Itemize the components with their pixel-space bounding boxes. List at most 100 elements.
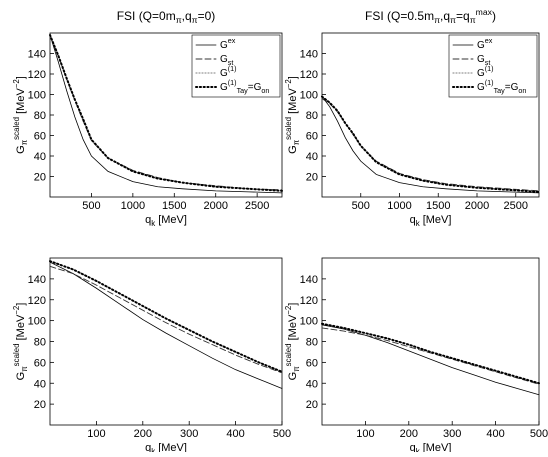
x-axis-label-part: k — [151, 219, 155, 228]
y-tick-label: 120 — [300, 295, 318, 307]
x-axis-label: qk [MeV] — [145, 214, 187, 228]
x-tick-label: 300 — [443, 428, 461, 440]
series-line — [321, 327, 540, 385]
legend-label: Gst — [220, 54, 233, 67]
legend-label-part: on — [518, 86, 526, 95]
y-axis-label-part: −2 — [284, 306, 293, 315]
x-axis-label-part: k — [416, 219, 420, 228]
y-axis-label-part: scaled — [284, 343, 293, 366]
y-tick-label: 80 — [306, 110, 318, 122]
legend-label-part: (1) — [485, 64, 494, 73]
x-axis-label: qk [MeV] — [145, 442, 187, 452]
y-axis-label-part: π — [292, 139, 301, 145]
chart-title-part: π — [176, 15, 182, 25]
chart-title-part: π — [450, 15, 456, 25]
x-tick-label: 200 — [134, 428, 152, 440]
x-axis-label: qk [MeV] — [410, 214, 452, 228]
legend-label-part: Tay — [237, 86, 249, 95]
legend-label: G(1)Tay=Gon — [477, 78, 526, 95]
x-tick-label: 2000 — [465, 200, 489, 212]
series-line — [321, 95, 540, 193]
y-axis-label-part: ] — [287, 303, 299, 306]
legend-label-part: st — [485, 58, 491, 67]
legend-label-part: G — [477, 82, 485, 93]
legend-label: Gst — [477, 54, 490, 67]
x-tick-label: 400 — [486, 428, 504, 440]
legend-label-part: G — [220, 82, 228, 93]
y-axis-label: Gπscaled [MeV−2] — [284, 76, 301, 154]
x-tick-label: 2500 — [504, 200, 528, 212]
y-tick-label: 60 — [306, 131, 318, 143]
x-tick-label: 1000 — [121, 200, 145, 212]
x-tick-label: 1000 — [387, 200, 411, 212]
plot-area — [49, 257, 283, 426]
y-tick-label: 80 — [306, 337, 318, 349]
x-tick-label: 100 — [87, 428, 105, 440]
legend-label: G(1) — [477, 64, 494, 79]
y-axis-label-part: [MeV — [15, 314, 27, 343]
chart-title-part: FSI (Q=0m — [117, 9, 176, 23]
legend-label-part: ex — [485, 36, 493, 45]
y-tick-label: 140 — [300, 49, 318, 61]
x-tick-label: 500 — [530, 428, 548, 440]
y-tick-label: 20 — [306, 172, 318, 184]
x-axis-label-part: [MeV] — [155, 214, 187, 226]
y-tick-label: 120 — [28, 69, 46, 81]
legend-label-part: G — [477, 68, 485, 79]
legend-label-part: (1) — [228, 64, 237, 73]
legend-label-part: G — [477, 54, 485, 65]
chart-title-part: max — [476, 7, 493, 17]
y-axis-label-part: π — [20, 139, 29, 145]
legend-label-part: ex — [228, 36, 236, 45]
y-axis-label: Gπscaled [MeV−2] — [12, 303, 29, 381]
series-line — [49, 34, 283, 192]
x-tick-label: 500 — [82, 200, 100, 212]
y-axis-label-part: ] — [15, 76, 27, 79]
legend-label-part: (1) — [228, 78, 237, 87]
chart-title: FSI (Q=0.5mπ,qπ=qπmax) — [365, 7, 496, 25]
chart-title-part: ) — [492, 9, 496, 23]
y-axis-label-part: [MeV — [287, 88, 299, 117]
y-tick-label: 120 — [28, 295, 46, 307]
x-tick-label: 200 — [400, 428, 418, 440]
y-tick-label: 20 — [34, 399, 46, 411]
chart-title-part: ,q — [440, 9, 450, 23]
x-tick-label: 1500 — [162, 200, 186, 212]
legend-label-part: on — [261, 86, 269, 95]
x-tick-label: 500 — [352, 200, 370, 212]
y-tick-label: 60 — [34, 357, 46, 369]
legend-label-part: (1) — [485, 78, 494, 87]
y-axis-label-part: G — [287, 372, 299, 381]
y-axis-label-part: scaled — [12, 117, 21, 140]
chart-title-part: π — [470, 15, 476, 25]
y-axis-label-part: −2 — [12, 79, 21, 88]
y-tick-label: 120 — [300, 69, 318, 81]
x-tick-label: 300 — [180, 428, 198, 440]
series-line — [49, 260, 283, 373]
y-axis-label-part: [MeV — [287, 314, 299, 343]
y-axis-label-part: [MeV — [15, 88, 27, 117]
x-tick-label: 2000 — [203, 200, 227, 212]
y-tick-label: 60 — [306, 357, 318, 369]
legend-label: Gex — [477, 36, 493, 51]
y-tick-label: 40 — [306, 378, 318, 390]
y-axis-label: Gπscaled [MeV−2] — [12, 76, 29, 154]
y-tick-label: 140 — [28, 49, 46, 61]
series-line — [49, 261, 283, 389]
y-axis-label-part: π — [20, 366, 29, 372]
series-line — [49, 34, 283, 194]
y-axis-label-part: ] — [15, 303, 27, 306]
chart-title: FSI (Q=0mπ,qπ=0) — [117, 9, 216, 25]
x-tick-label: 1500 — [426, 200, 450, 212]
chart-title-part: ,q — [182, 9, 192, 23]
y-axis-label-part: −2 — [12, 306, 21, 315]
y-tick-label: 20 — [34, 172, 46, 184]
x-axis-label-part: [MeV] — [155, 442, 187, 452]
y-tick-label: 100 — [28, 90, 46, 102]
y-axis-label-part: π — [292, 366, 301, 372]
x-tick-label: 2500 — [245, 200, 269, 212]
x-axis-label-part: q — [410, 214, 416, 226]
y-axis-label-part: ] — [287, 76, 299, 79]
